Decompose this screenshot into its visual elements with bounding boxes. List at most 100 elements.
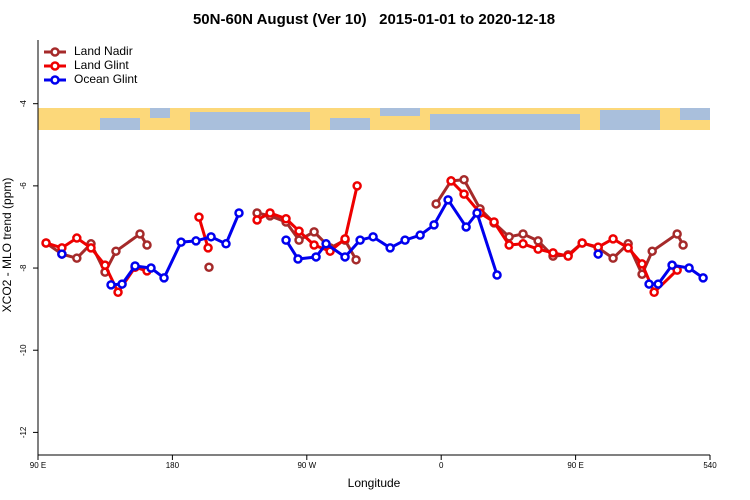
point <box>647 246 657 256</box>
point <box>191 236 201 246</box>
point <box>294 226 304 236</box>
series-line <box>45 179 679 296</box>
point <box>265 208 275 218</box>
point <box>355 235 365 245</box>
point <box>206 232 216 242</box>
series <box>57 195 708 290</box>
point <box>340 252 350 262</box>
point <box>533 244 543 254</box>
point <box>204 262 214 272</box>
point <box>57 249 67 259</box>
x-tick-label: 90 E <box>567 461 583 470</box>
point <box>176 237 186 247</box>
point <box>672 229 682 239</box>
x-tick-label: 180 <box>166 461 180 470</box>
x-tick-label: 90 E <box>30 461 46 470</box>
point <box>130 261 140 271</box>
point <box>593 249 603 259</box>
chart-title: 50N-60N August (Ver 10) 2015-01-01 to 20… <box>193 11 555 28</box>
legend-label: Ocean Glint <box>74 72 138 86</box>
point <box>667 260 677 270</box>
point <box>431 199 441 209</box>
point <box>385 243 395 253</box>
legend-marker <box>50 75 60 85</box>
legend-marker <box>50 61 60 71</box>
point <box>203 243 213 253</box>
point <box>100 260 110 270</box>
point <box>533 236 543 246</box>
series-line <box>45 178 685 278</box>
point <box>678 240 688 250</box>
point <box>72 233 82 243</box>
y-tick-label: -8 <box>19 264 28 272</box>
point <box>653 279 663 289</box>
point <box>368 232 378 242</box>
point <box>351 255 361 265</box>
point <box>72 253 82 263</box>
point <box>146 263 156 273</box>
point <box>194 212 204 222</box>
point <box>117 279 127 289</box>
point <box>111 246 121 256</box>
map-strip <box>38 108 710 130</box>
legend-label: Land Glint <box>74 58 129 72</box>
point <box>518 229 528 239</box>
point <box>649 287 659 298</box>
point <box>311 252 321 262</box>
y-axis-label: XCO2 - MLO trend (ppm) <box>0 178 14 313</box>
point <box>446 176 456 186</box>
point <box>608 253 618 263</box>
point <box>41 238 51 248</box>
point <box>472 208 482 218</box>
x-tick-label: 540 <box>703 461 717 470</box>
point <box>459 189 469 199</box>
series <box>41 174 688 279</box>
point <box>321 239 331 249</box>
point <box>518 239 528 249</box>
point <box>106 280 116 290</box>
point <box>429 220 439 230</box>
point <box>135 229 145 239</box>
point <box>234 208 244 218</box>
point <box>400 235 410 245</box>
y-tick-label: -4 <box>19 100 28 108</box>
legend-marker <box>50 47 60 57</box>
point <box>623 243 633 253</box>
point <box>644 279 654 289</box>
x-tick-label: 0 <box>439 461 444 470</box>
x-tick-label: 90 W <box>297 461 316 470</box>
point <box>459 174 469 185</box>
point <box>489 217 499 227</box>
point <box>492 270 502 280</box>
y-tick-label: -12 <box>19 426 28 438</box>
point <box>281 235 291 245</box>
point <box>577 238 587 248</box>
point <box>698 273 708 283</box>
legend-label: Land Nadir <box>74 44 133 58</box>
point <box>504 240 514 250</box>
point <box>352 181 362 191</box>
point <box>113 287 123 298</box>
point <box>294 235 304 245</box>
point <box>461 222 471 232</box>
point <box>309 240 319 250</box>
point <box>684 263 694 273</box>
point <box>86 243 96 253</box>
point <box>309 227 319 237</box>
point <box>159 273 169 283</box>
point <box>563 251 573 261</box>
series <box>41 176 682 298</box>
point <box>293 254 303 264</box>
point <box>281 213 291 224</box>
point <box>142 240 152 250</box>
y-tick-label: -10 <box>19 344 28 356</box>
point <box>443 195 453 205</box>
point <box>221 239 231 249</box>
x-axis-label: Longitude <box>348 476 401 490</box>
y-tick-label: -6 <box>19 182 28 190</box>
point <box>548 248 558 258</box>
point <box>252 215 262 225</box>
point <box>415 230 425 240</box>
